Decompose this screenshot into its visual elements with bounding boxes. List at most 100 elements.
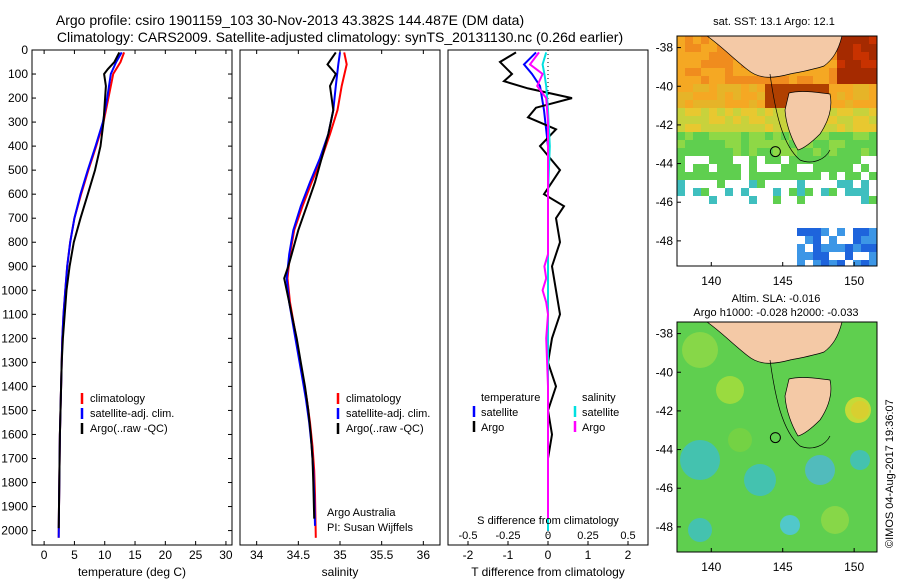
sst-cell [813,148,821,156]
sst-cell [805,156,813,164]
sst-cell [837,244,845,252]
x-tick-label: 35.5 [370,548,394,562]
sst-cell [853,68,861,76]
x-tick-label: 34.5 [287,548,311,562]
sst-cell [869,108,877,116]
sst-cell [749,124,757,132]
argo-position-marker [769,146,781,158]
sst-cell [837,100,845,108]
sst-cell [749,172,757,180]
sst-cell [821,164,829,172]
sst-cell [845,164,853,172]
x-tick-label: 30 [219,548,233,562]
sst-cell [693,172,701,180]
sst-cell [821,244,829,252]
sst-cell [685,36,693,44]
sst-cell [781,172,789,180]
sst-cell [717,124,725,132]
sst-cell [861,68,869,76]
sst-map: -38 -40 -42 -44 -46 -48 140 145 150 [656,35,878,288]
sst-cell [677,108,685,116]
sst-cell [869,236,877,244]
sst-cell [741,108,749,116]
depth-tick-label: 1800 [1,476,28,490]
sst-cell [821,260,829,266]
sst-cell [797,148,805,156]
sst-cell [765,124,773,132]
sst-cell [749,84,757,92]
legend-temperature-title: temperature [481,392,540,404]
sst-cell [829,124,837,132]
sst-cell [805,148,813,156]
sst-cell [797,252,805,260]
sst-cell [701,172,709,180]
sst-cell [717,164,725,172]
sst-cell [685,108,693,116]
sst-cell [685,124,693,132]
sst-cell [845,60,853,68]
sst-cell [701,164,709,172]
sst-cell [677,164,685,172]
sla-blob [716,376,744,404]
sst-cell [845,76,853,84]
sst-cell [725,132,733,140]
sst-cell [837,260,845,266]
s-tick-label: 0.5 [620,530,635,542]
sst-cell [821,156,829,164]
sst-cell [829,172,837,180]
sst-cell [677,180,685,188]
sst-cell [829,116,837,124]
sst-cell [725,116,733,124]
x-tick-label: 0 [41,548,48,562]
sst-cell [701,36,709,44]
sst-cell [861,180,869,188]
sst-cell [781,132,789,140]
lat-tick-label: -38 [656,327,674,341]
sst-cell [869,148,877,156]
depth-tick-label: 1300 [1,355,28,369]
sst-cell [797,84,805,92]
sst-cell [869,172,877,180]
sst-cell [773,92,781,100]
sst-cell [845,172,853,180]
sst-cell [725,164,733,172]
sst-cell [725,76,733,84]
sst-cell [837,44,845,52]
sst-cell [861,164,869,172]
sst-cell [701,92,709,100]
depth-tick-label: 1000 [1,283,28,297]
sst-cell [845,252,853,260]
sst-cell [861,188,869,196]
legend-sal-satellite: satellite [582,407,619,419]
sst-cell [845,116,853,124]
sst-cell [773,124,781,132]
s-tick-label: 0 [545,530,551,542]
sst-cell [813,84,821,92]
sst-cell [853,140,861,148]
sst-cell [701,100,709,108]
sst-cell [725,124,733,132]
sst-cell [845,132,853,140]
sst-cell [701,84,709,92]
sst-cell [741,76,749,84]
sst-cell [725,92,733,100]
difference-series [498,51,573,531]
sst-cell [837,132,845,140]
sst-latitude-tick-labels: -38 -40 -42 -44 -46 -48 [656,41,681,248]
sst-cell [853,156,861,164]
sst-cell [709,156,717,164]
sst-cell [685,92,693,100]
sst-cell [749,132,757,140]
depth-tick-label: 1700 [1,451,28,465]
sst-cell [765,140,773,148]
sst-cell [733,116,741,124]
sst-cell [733,92,741,100]
sst-map-frame [676,35,878,267]
series-line-argo-raw-qc- [57,51,121,529]
sst-cell [693,52,701,60]
sst-cell [837,180,845,188]
sst-cell [829,92,837,100]
sst-longitude-tick-labels: 140 145 150 [701,262,864,288]
sst-cell [789,84,797,92]
